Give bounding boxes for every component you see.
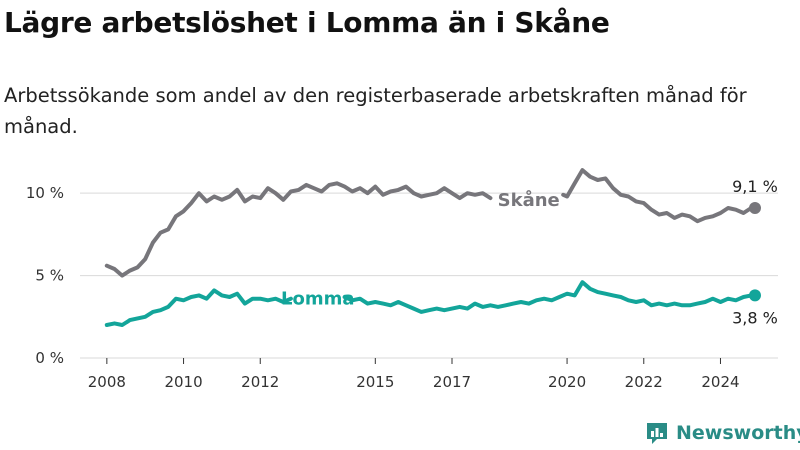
series-line-sk-ne [104, 181, 493, 278]
series-line-lomma [104, 288, 293, 327]
series-end-label-lomma: 3,8 % [732, 308, 778, 327]
x-tick-label: 2022 [625, 373, 663, 391]
series-line-lomma [342, 280, 757, 314]
series-end-label-sk-ne: 9,1 % [732, 177, 778, 196]
brand-name: Newsworthy [676, 422, 800, 444]
x-tick-label: 2024 [701, 373, 739, 391]
newsworthy-logo-icon [647, 423, 667, 444]
series-end-point-sk-ne [748, 202, 761, 215]
x-tick-label: 2020 [548, 373, 586, 391]
series-name-label-lomma: Lomma [281, 289, 355, 310]
series-end-point-lomma [748, 289, 761, 302]
x-tick-label: 2010 [164, 373, 202, 391]
x-tick-label: 2008 [88, 373, 126, 391]
y-tick-label: 0 % [35, 349, 64, 367]
series-line-sk-ne [561, 168, 757, 224]
label-layer: 9,1 % 3,8 % Skåne Lomma [281, 177, 778, 327]
page-title: Lägre arbetslöshet i Lomma än i Skåne [4, 6, 610, 39]
axis-layer: 0 % 5 % 10 % 2008 2010 2012 2015 2017 2020 2022 20… [26, 184, 740, 391]
x-tick-label: 2017 [433, 373, 471, 391]
brand-logo: Newsworthy [644, 419, 800, 447]
x-tick-label: 2012 [241, 373, 279, 391]
page-subtitle: Arbetssökande som andel av den registerb… [4, 84, 747, 138]
y-tick-label: 5 % [35, 267, 64, 285]
series-layer [104, 168, 761, 327]
series-name-label-sk-ne: Skåne [498, 189, 560, 211]
y-tick-label: 10 % [26, 184, 64, 202]
x-tick-label: 2015 [356, 373, 394, 391]
